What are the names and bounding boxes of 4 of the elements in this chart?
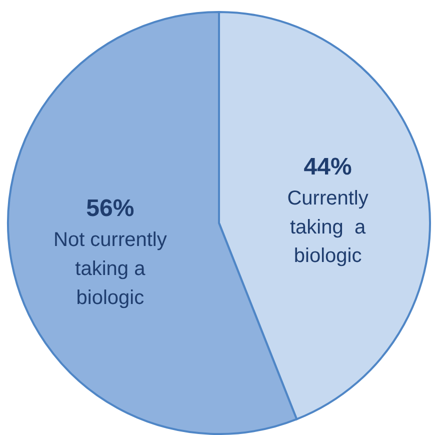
data-label: 56% bbox=[86, 194, 134, 222]
slice-label: Currently taking a biologic bbox=[287, 187, 368, 268]
data-label: 44% bbox=[304, 153, 352, 180]
slice-label: Not currently taking a biologic bbox=[54, 228, 167, 309]
